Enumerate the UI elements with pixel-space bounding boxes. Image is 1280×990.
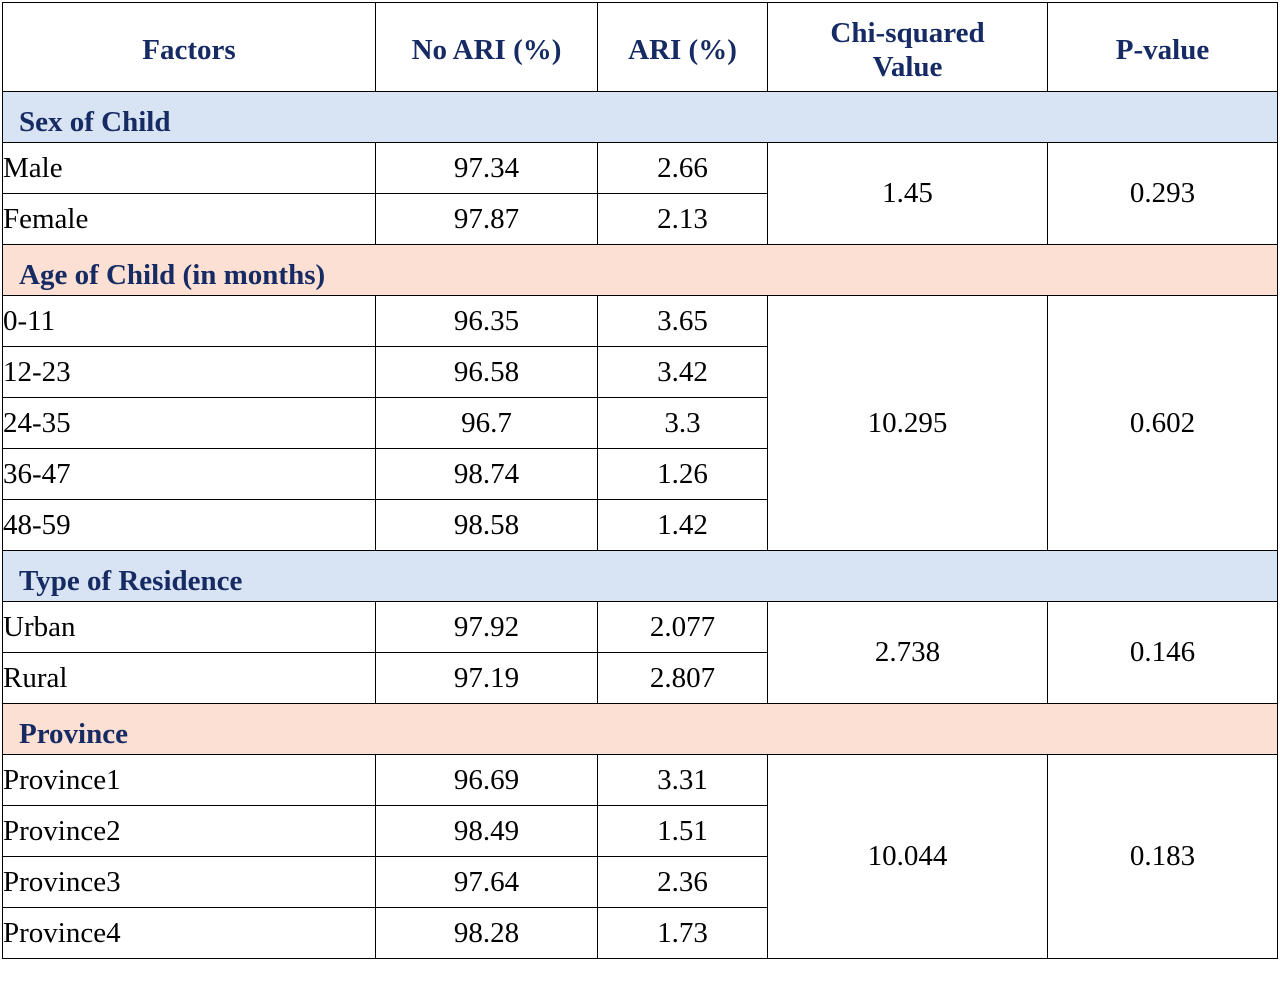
table-row: Male 97.34 2.66 1.45 0.293 (2, 142, 1278, 245)
chi-squared-value: 10.295 (767, 295, 1048, 551)
row-label: Province1 (2, 754, 376, 806)
row-label: 48-59 (2, 499, 376, 551)
ari-value: 3.3 (597, 397, 768, 449)
no-ari-value: 98.28 (375, 907, 598, 959)
row-label: 24-35 (2, 397, 376, 449)
header-chi-squared: Chi-squared Value (767, 2, 1048, 92)
ari-value: 1.73 (597, 907, 768, 959)
header-chi-line1: Chi-squared (830, 17, 985, 49)
table-row: 0-11 96.35 3.65 10.295 0.602 (2, 295, 1278, 551)
no-ari-value: 96.35 (375, 295, 598, 347)
group-title: Age of Child (in months) (2, 244, 1278, 296)
ari-value: 1.42 (597, 499, 768, 551)
chi-squared-value: 10.044 (767, 754, 1048, 959)
no-ari-value: 98.49 (375, 805, 598, 857)
ari-value: 3.42 (597, 346, 768, 398)
ari-factors-table: Factors No ARI (%) ARI (%) Chi-squared Va… (2, 2, 1278, 959)
ari-value: 2.36 (597, 856, 768, 908)
chi-squared-value: 1.45 (767, 142, 1048, 245)
no-ari-value: 96.58 (375, 346, 598, 398)
ari-value: 2.077 (597, 601, 768, 653)
table-row: 36-47 98.74 1.26 (2, 448, 1278, 500)
row-label: 0-11 (2, 295, 376, 347)
group-title: Sex of Child (2, 91, 1278, 143)
row-label: Rural (2, 652, 376, 704)
row-label: Male (2, 142, 376, 194)
group-title: Type of Residence (2, 550, 1278, 602)
row-label: Province3 (2, 856, 376, 908)
no-ari-value: 96.7 (375, 397, 598, 449)
header-row: Factors No ARI (%) ARI (%) Chi-squared Va… (2, 2, 1278, 92)
no-ari-value: 97.34 (375, 142, 598, 194)
row-label: 12-23 (2, 346, 376, 398)
ari-value: 2.13 (597, 193, 768, 245)
header-p-value: P-value (1047, 2, 1278, 92)
table-row: Female 97.87 2.13 (2, 193, 1278, 245)
group-header-sex: Sex of Child (2, 91, 1278, 143)
p-value: 0.293 (1047, 142, 1278, 245)
table-row: Province4 98.28 1.73 (2, 907, 1278, 959)
no-ari-value: 97.87 (375, 193, 598, 245)
row-label: Urban (2, 601, 376, 653)
ari-value: 3.31 (597, 754, 768, 806)
no-ari-value: 96.69 (375, 754, 598, 806)
table-row: 48-59 98.58 1.42 (2, 499, 1278, 551)
header-chi-line2: Value (872, 51, 943, 83)
ari-value: 2.66 (597, 142, 768, 194)
row-label: 36-47 (2, 448, 376, 500)
row-label: Province4 (2, 907, 376, 959)
table-row: Province1 96.69 3.31 10.044 0.183 (2, 754, 1278, 959)
group-title: Province (2, 703, 1278, 755)
group-header-province: Province (2, 703, 1278, 755)
ari-value: 2.807 (597, 652, 768, 704)
table-row: Urban 97.92 2.077 2.738 0.146 (2, 601, 1278, 704)
ari-value: 1.51 (597, 805, 768, 857)
row-label: Province2 (2, 805, 376, 857)
header-no-ari: No ARI (%) (375, 2, 598, 92)
no-ari-value: 97.19 (375, 652, 598, 704)
p-value: 0.146 (1047, 601, 1278, 704)
chi-squared-value: 2.738 (767, 601, 1048, 704)
group-header-age: Age of Child (in months) (2, 244, 1278, 296)
no-ari-value: 97.92 (375, 601, 598, 653)
p-value: 0.183 (1047, 754, 1278, 959)
p-value: 0.602 (1047, 295, 1278, 551)
group-header-residence: Type of Residence (2, 550, 1278, 602)
ari-value: 1.26 (597, 448, 768, 500)
table-row: Province3 97.64 2.36 (2, 856, 1278, 908)
header-ari: ARI (%) (597, 2, 768, 92)
header-factors: Factors (2, 2, 376, 92)
no-ari-value: 98.74 (375, 448, 598, 500)
row-label: Female (2, 193, 376, 245)
ari-value: 3.65 (597, 295, 768, 347)
no-ari-value: 98.58 (375, 499, 598, 551)
table-row: Province2 98.49 1.51 (2, 805, 1278, 857)
table-row: Rural 97.19 2.807 (2, 652, 1278, 704)
no-ari-value: 97.64 (375, 856, 598, 908)
